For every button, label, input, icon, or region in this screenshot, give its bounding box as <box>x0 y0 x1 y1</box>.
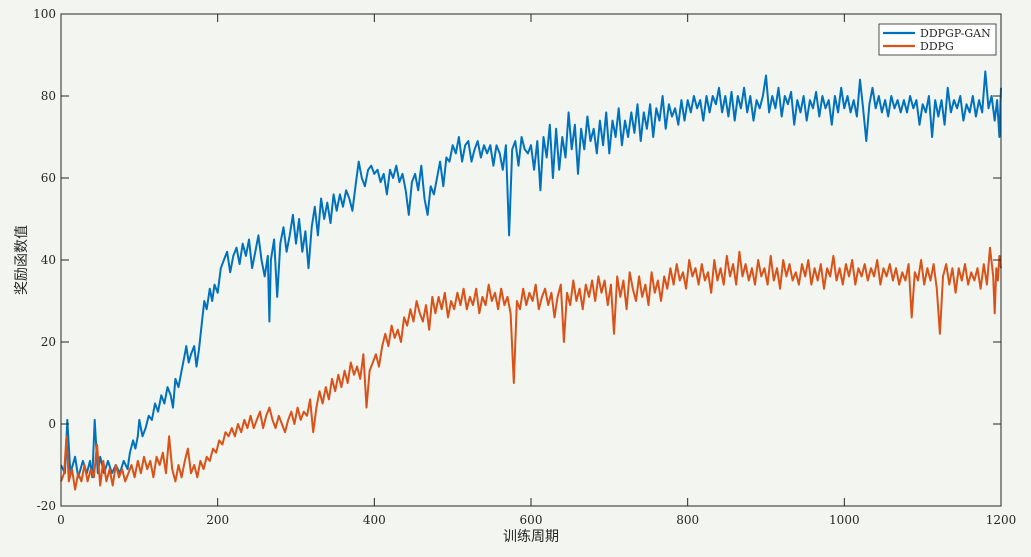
legend-label-ddpg: DDPG <box>920 40 954 53</box>
x-tick-label: 600 <box>520 513 543 527</box>
y-tick-label: -20 <box>37 499 56 513</box>
x-tick-label: 400 <box>363 513 386 527</box>
series-line-ddpgp-gan <box>60 70 1002 479</box>
series-layer <box>60 70 1002 491</box>
y-tick-label: 60 <box>41 171 56 185</box>
series-line-ddpg <box>60 246 1002 491</box>
x-tick-label: 200 <box>206 513 229 527</box>
legend-box <box>878 23 997 56</box>
x-tick-label: 1000 <box>829 513 860 527</box>
y-tick-label: 20 <box>41 335 56 349</box>
plot-area-background <box>61 14 1001 506</box>
x-axis-title: 训练周期 <box>503 529 559 545</box>
y-tick-label: 80 <box>41 89 56 103</box>
legend-label-ddpgp-gan: DDPGP-GAN <box>920 27 991 40</box>
y-tick-label: 0 <box>48 417 56 431</box>
y-axis-title: 奖励函数值 <box>13 225 30 295</box>
x-tick-label: 800 <box>676 513 699 527</box>
y-tick-label: 100 <box>33 7 56 21</box>
x-tick-label: 0 <box>57 513 65 527</box>
x-tick-label: 1200 <box>986 513 1017 527</box>
legend: DDPGP-GAN DDPG <box>878 23 997 56</box>
y-tick-label: 40 <box>41 253 56 267</box>
